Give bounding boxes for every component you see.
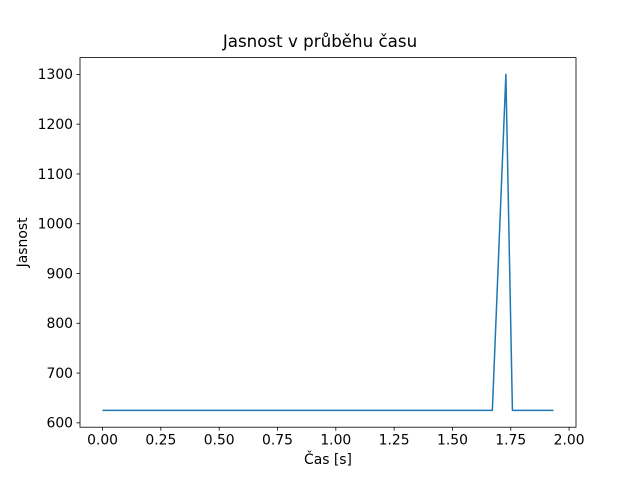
y-tick-label: 1200 bbox=[38, 117, 73, 133]
x-tick-label: 1.25 bbox=[379, 433, 410, 449]
x-tick-label: 0.00 bbox=[87, 433, 118, 449]
y-tick-label: 700 bbox=[46, 366, 73, 382]
y-tick-label: 600 bbox=[46, 416, 73, 432]
y-tick-label: 1000 bbox=[38, 217, 73, 233]
x-axis-label: Čas [s] bbox=[304, 450, 352, 468]
x-tick-label: 2.00 bbox=[554, 433, 585, 449]
y-tick-label: 900 bbox=[46, 266, 73, 282]
axes-frame bbox=[79, 57, 577, 428]
x-tick-label: 1.75 bbox=[495, 433, 526, 449]
y-tick-label: 1100 bbox=[38, 167, 73, 183]
x-tick-label: 0.50 bbox=[204, 433, 235, 449]
x-tick-label: 0.75 bbox=[262, 433, 293, 449]
y-axis-label: Jasnost bbox=[15, 217, 31, 268]
y-tick-label: 1300 bbox=[38, 67, 73, 83]
plot-area: 0.00 0.25 0.50 0.75 1.00 1.25 1.50 1.75 2.00 600 7… bbox=[38, 57, 585, 449]
chart-title: Jasnost v průběhu času bbox=[222, 31, 417, 51]
x-tick-label: 1.50 bbox=[437, 433, 468, 449]
x-tick-label: 0.25 bbox=[145, 433, 176, 449]
x-tick-label: 1.00 bbox=[320, 433, 351, 449]
data-line-jasnost bbox=[102, 73, 554, 412]
y-tick-label: 800 bbox=[46, 316, 73, 332]
